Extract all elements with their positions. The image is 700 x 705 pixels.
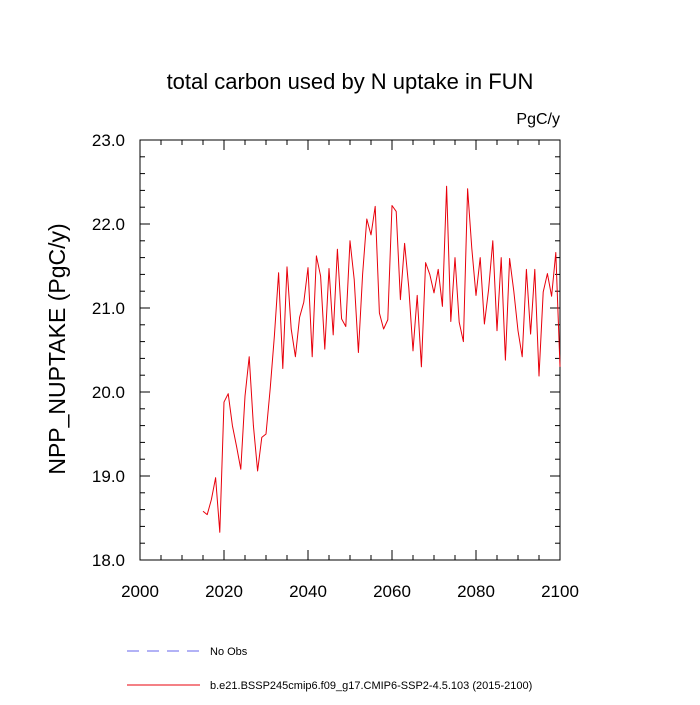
y-tick-label: 18.0	[92, 551, 125, 570]
data-series	[202, 185, 561, 533]
y-tick-label: 23.0	[92, 131, 125, 150]
legend: No Obs b.e21.BSSP245cmip6.f09_g17.CMIP6-…	[127, 646, 532, 692]
chart-title: total carbon used by N uptake in FUN	[167, 69, 534, 94]
x-tick-label: 2000	[121, 582, 159, 601]
y-tick-label: 19.0	[92, 467, 125, 486]
x-tick-label: 2060	[373, 582, 411, 601]
axis-ticks	[139, 139, 561, 561]
plot-frame	[139, 139, 561, 561]
x-tick-label: 2100	[541, 582, 579, 601]
y-tick-label: 22.0	[92, 215, 125, 234]
axis-tick-labels: 2000 2020 2040 2060 2080 2100 18.0 19.0 20.0 21.0…	[92, 131, 579, 601]
legend-label-no-obs: No Obs	[210, 646, 248, 658]
y-tick-label: 20.0	[92, 383, 125, 402]
y-axis-label: NPP_NUPTAKE (PgC/y)	[44, 223, 70, 474]
x-tick-label: 2080	[457, 582, 495, 601]
units-label: PgC/y	[516, 111, 560, 128]
legend-label-model-run: b.e21.BSSP245cmip6.f09_g17.CMIP6-SSP2-4.…	[210, 680, 532, 692]
x-tick-label: 2020	[205, 582, 243, 601]
y-tick-label: 21.0	[92, 299, 125, 318]
x-tick-label: 2040	[289, 582, 327, 601]
series-line	[202, 185, 561, 533]
